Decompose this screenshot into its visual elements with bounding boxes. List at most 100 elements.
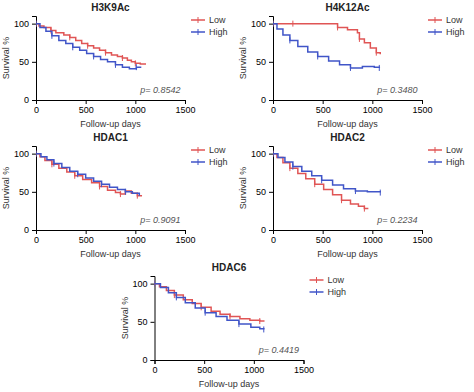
tick-label: 50: [19, 57, 29, 67]
legend-label: High: [446, 157, 465, 167]
y-axis-title: Survival %: [1, 167, 11, 210]
tick: 0: [34, 230, 39, 245]
series-line: [36, 24, 141, 69]
legend-item: Low: [191, 15, 226, 25]
tick-mark: [86, 100, 87, 104]
panel: 050010001500050100HDAC6Follow-up daysSur…: [120, 262, 347, 389]
legend: Low High: [191, 15, 228, 37]
legend-item: High: [191, 27, 228, 37]
tick-mark: [86, 230, 87, 234]
y-axis: 050100: [14, 147, 37, 236]
tick: 500: [79, 100, 94, 115]
tick-label: 1500: [294, 365, 314, 375]
x-axis: 050010001500: [271, 100, 433, 115]
legend: LowHigh: [310, 275, 347, 297]
tick: 1500: [175, 230, 195, 245]
censor-mark: [273, 151, 274, 157]
tick-label: 100: [251, 149, 266, 159]
tick: 100: [251, 149, 273, 159]
tick-label: 1500: [412, 105, 432, 115]
tick: 0: [34, 100, 39, 115]
plot-area: [36, 21, 145, 71]
legend-marker: [316, 277, 317, 283]
tick-mark: [32, 100, 36, 101]
censor-mark: [317, 53, 318, 59]
title: HDAC6: [212, 262, 247, 273]
censor-mark: [379, 65, 380, 71]
y-axis: 050100: [14, 17, 37, 106]
tick-mark: [422, 100, 423, 104]
censor-mark: [321, 177, 322, 183]
axis-line: [274, 101, 423, 105]
chart-root: 050010001500050100H3K9AcFollow-up daysSu…: [0, 0, 474, 392]
censor-mark: [380, 190, 381, 196]
axis-line: [32, 147, 37, 231]
tick: 1500: [175, 100, 195, 115]
tick-mark: [422, 230, 423, 234]
censor-mark: [77, 171, 78, 177]
censor-mark: [105, 50, 106, 56]
axis-line: [274, 231, 423, 235]
axis-line: [155, 361, 304, 365]
censor-mark: [292, 21, 293, 27]
plot-area: [273, 21, 380, 71]
tick-label: 1500: [412, 235, 432, 245]
tick-label: 0: [271, 105, 276, 115]
series-line: [155, 284, 264, 330]
censor-mark: [99, 183, 100, 189]
y-axis-title: Survival %: [120, 297, 130, 340]
panel: 050010001500050100H4K12AcFollow-up daysS…: [238, 2, 465, 129]
legend-item: High: [191, 157, 228, 167]
tick: 1500: [412, 230, 432, 245]
tick: 50: [256, 57, 273, 67]
x-axis: 050010001500: [34, 230, 196, 245]
tick: 1000: [244, 360, 264, 375]
censor-mark: [341, 197, 342, 203]
tick: 1000: [126, 100, 146, 115]
tick-mark: [135, 100, 136, 104]
censor-mark: [289, 37, 290, 43]
axis-line: [151, 277, 156, 361]
censor-mark: [51, 33, 52, 39]
censor-mark: [36, 151, 37, 157]
title: HDAC2: [330, 132, 365, 143]
tick-label: 0: [152, 365, 157, 375]
series-line: [36, 154, 141, 197]
tick-mark: [32, 24, 36, 25]
legend-marker: [198, 17, 199, 23]
series-line: [36, 24, 145, 65]
legend-marker: [435, 29, 436, 35]
tick-label: 100: [251, 19, 266, 29]
tick: 100: [132, 279, 154, 289]
tick: 0: [271, 230, 276, 245]
y-axis-title: Survival %: [238, 167, 248, 210]
tick-label: 100: [14, 149, 29, 159]
legend-label: Low: [328, 275, 345, 285]
legend-label: Low: [446, 145, 463, 155]
panel: 050010001500050100HDAC1Follow-up daysSur…: [1, 132, 228, 259]
tick: 0: [271, 100, 276, 115]
y-axis: 050100: [132, 277, 155, 366]
panel: 050010001500050100H3K9AcFollow-up daysSu…: [1, 2, 228, 129]
y-axis-title: Survival %: [238, 37, 248, 80]
legend-marker: [198, 29, 199, 35]
panel: 050010001500050100HDAC2Follow-up daysSur…: [238, 132, 465, 259]
annotation: p= 0.8542: [139, 85, 180, 95]
censor-mark: [273, 21, 274, 27]
censor-mark: [93, 53, 94, 59]
legend-item: High: [428, 157, 465, 167]
censor-mark: [120, 191, 121, 197]
censor-mark: [125, 189, 126, 195]
censor-mark: [135, 60, 136, 66]
tick: 1000: [126, 230, 146, 245]
censor-mark: [122, 55, 123, 61]
censor-mark: [263, 326, 264, 332]
legend-marker: [316, 289, 317, 295]
censor-mark: [364, 206, 365, 212]
tick-mark: [372, 230, 373, 234]
censor-mark: [155, 281, 156, 287]
tick-mark: [151, 322, 155, 323]
x-axis-title: Follow-up days: [80, 249, 141, 259]
tick-label: 1000: [244, 365, 264, 375]
series-line: [155, 284, 264, 322]
